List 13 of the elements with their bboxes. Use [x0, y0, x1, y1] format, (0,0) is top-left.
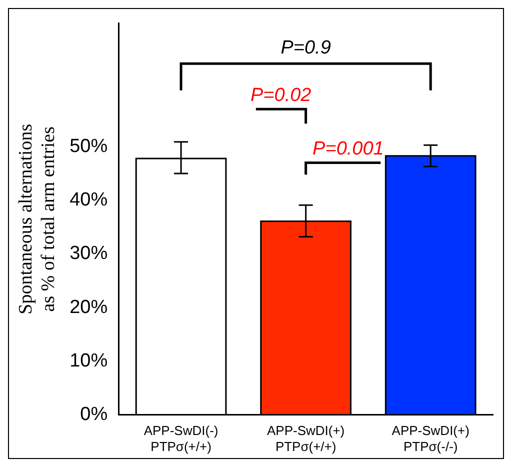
y-tick-label: 20% — [70, 296, 108, 318]
y-tick-label: 10% — [70, 350, 108, 372]
annotation: P=0.001 — [312, 138, 384, 160]
y-tick-label: 30% — [70, 243, 108, 264]
x-tick-label: APP-SwDI(-) PTPσ(+/+) — [144, 423, 218, 454]
y-axis-title: Spontaneous alternations as % of total arm entries — [15, 124, 60, 314]
annotation: P=0.02 — [250, 84, 312, 106]
x-tick-label: APP-SwDI(+) PTPσ(-/-) — [392, 423, 470, 454]
y-tick-label: 40% — [70, 190, 108, 211]
y-tick-label: 0% — [80, 404, 108, 426]
x-tick-label: APP-SwDI(+) PTPσ(+/+) — [266, 423, 345, 454]
y-tick-label: 50% — [70, 136, 108, 157]
annotation: P=0.9 — [280, 37, 332, 58]
